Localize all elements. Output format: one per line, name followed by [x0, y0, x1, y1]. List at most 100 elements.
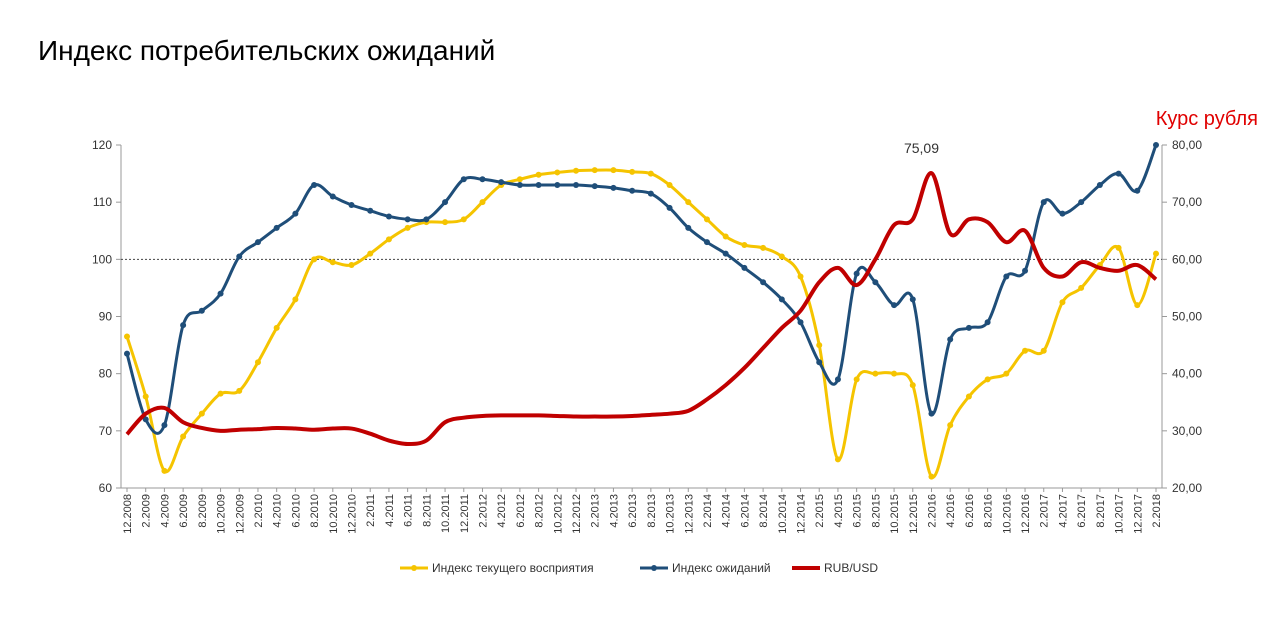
point	[516, 182, 523, 189]
point	[891, 370, 898, 377]
data-label: 75,09	[904, 140, 939, 156]
point	[124, 350, 130, 357]
point	[217, 390, 224, 397]
x-tick-label: 4.2014	[721, 494, 733, 528]
point	[629, 187, 636, 194]
x-tick-label: 8.2017	[1095, 494, 1107, 528]
y-tick-label: 90	[99, 310, 113, 324]
point	[703, 216, 710, 223]
point	[703, 239, 710, 246]
point	[198, 410, 205, 417]
point	[367, 250, 374, 257]
point	[834, 456, 841, 463]
point	[423, 216, 430, 223]
point	[1153, 250, 1159, 257]
y-tick-label: 110	[93, 195, 112, 209]
point	[460, 176, 467, 183]
point	[367, 207, 374, 214]
point	[909, 296, 916, 303]
point	[1096, 182, 1103, 189]
point	[984, 376, 991, 383]
point	[161, 422, 168, 429]
x-tick-label: 6.2009	[178, 494, 190, 528]
x-tick-label: 12.2016	[1020, 494, 1032, 534]
x-tick-label: 12.2015	[908, 494, 920, 534]
point	[273, 224, 280, 231]
series-line	[125, 168, 1158, 479]
point	[778, 253, 785, 260]
point	[1153, 142, 1159, 148]
x-tick-label: 4.2011	[384, 494, 396, 527]
x-tick-label: 10.2009	[216, 494, 228, 534]
x-tick-label: 6.2015	[852, 494, 864, 528]
point	[385, 213, 392, 220]
point	[928, 473, 935, 480]
x-tick-label: 2.2013	[590, 494, 602, 528]
x-tick-label: 8.2015	[870, 494, 882, 528]
legend-label: RUB/USD	[824, 561, 878, 575]
point	[647, 170, 654, 177]
x-tick-label: 8.2009	[197, 494, 209, 528]
y2-tick-label: 70,00	[1172, 195, 1202, 209]
point	[460, 216, 467, 223]
chart-title: Индекс потребительских ожиданий	[38, 35, 495, 66]
x-tick-label: 12.2009	[234, 494, 246, 534]
point	[909, 382, 916, 389]
x-tick-label: 2.2009	[141, 494, 153, 528]
point	[1078, 284, 1085, 291]
point	[797, 319, 804, 326]
x-tick-label: 2.2014	[702, 494, 714, 528]
point	[311, 182, 318, 189]
point	[236, 387, 243, 394]
x-tick-label: 8.2010	[309, 494, 321, 528]
point	[1003, 370, 1010, 377]
x-tick-label: 6.2011	[403, 494, 415, 527]
x-tick-label: 4.2017	[1057, 494, 1069, 528]
point	[1022, 347, 1029, 354]
point	[348, 202, 355, 209]
point	[404, 216, 411, 223]
point	[965, 393, 972, 400]
point	[254, 239, 261, 246]
point	[984, 319, 991, 326]
x-tick-label: 10.2011	[440, 494, 452, 533]
point	[198, 307, 205, 314]
point	[629, 168, 636, 175]
point	[573, 167, 580, 174]
x-tick-label: 12.2011	[459, 494, 471, 533]
x-tick-label: 4.2012	[496, 494, 508, 528]
x-tick-label: 6.2010	[290, 494, 302, 528]
x-tick-label: 10.2015	[889, 494, 901, 534]
x-tick-label: 8.2013	[646, 494, 658, 528]
point	[778, 296, 785, 303]
point	[1003, 273, 1010, 280]
point	[872, 279, 879, 286]
x-tick-label: 10.2017	[1114, 494, 1126, 534]
point	[647, 190, 654, 197]
point	[124, 333, 130, 340]
x-tick-label: 10.2014	[777, 494, 789, 534]
series-line	[125, 171, 1158, 446]
point	[142, 416, 149, 423]
point	[180, 322, 187, 329]
y2-tick-label: 60,00	[1172, 252, 1202, 266]
y2-tick-label: 40,00	[1172, 367, 1202, 381]
point	[535, 182, 542, 189]
x-tick-label: 6.2013	[627, 494, 639, 528]
point	[535, 171, 542, 178]
y-tick-label: 60	[99, 481, 113, 495]
point	[479, 199, 486, 206]
legend-label: Индекс ожиданий	[672, 561, 771, 575]
point	[741, 264, 748, 271]
point	[853, 376, 860, 383]
x-tick-label: 12.2014	[796, 494, 808, 534]
x-tick-label: 6.2014	[739, 494, 751, 528]
point	[442, 199, 449, 206]
point	[947, 336, 954, 343]
x-tick-label: 8.2012	[534, 494, 546, 528]
x-tick-label: 4.2010	[272, 494, 284, 528]
point	[292, 210, 299, 217]
x-tick-label: 2.2015	[814, 494, 826, 528]
x-tick-label: 2.2010	[253, 494, 265, 528]
